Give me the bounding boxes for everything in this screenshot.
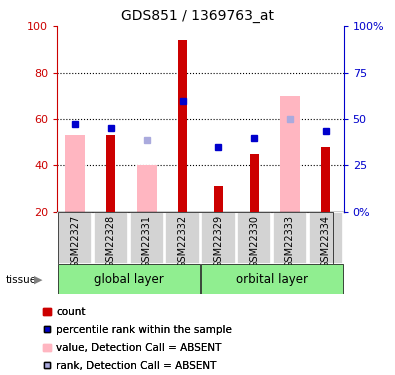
Bar (58, 212, 92, 264)
Bar (273, 212, 307, 264)
Bar (178, 40, 187, 212)
Bar (237, 212, 271, 264)
Bar (58, 264, 200, 294)
Text: GSM22328: GSM22328 (106, 214, 116, 268)
Text: tissue: tissue (6, 275, 37, 285)
Text: orbital layer: orbital layer (236, 273, 308, 286)
Text: GSM22332: GSM22332 (178, 214, 188, 268)
Bar (130, 212, 164, 264)
Text: GSM22330: GSM22330 (249, 214, 259, 267)
Text: GSM22334: GSM22334 (321, 214, 331, 267)
Bar (94, 212, 128, 264)
Text: GSM22329: GSM22329 (213, 214, 223, 268)
Bar (214, 186, 223, 212)
Text: GSM22333: GSM22333 (285, 214, 295, 267)
Text: GSM22327: GSM22327 (70, 214, 80, 268)
Bar (107, 135, 115, 212)
Legend: rank, Detection Call = ABSENT: rank, Detection Call = ABSENT (43, 361, 216, 371)
Legend: count: count (43, 307, 86, 317)
Bar (280, 96, 300, 212)
Bar (201, 264, 343, 294)
Text: global layer: global layer (94, 273, 164, 286)
Bar (137, 165, 156, 212)
Legend: value, Detection Call = ABSENT: value, Detection Call = ABSENT (43, 343, 222, 353)
Bar (321, 147, 330, 212)
Text: ▶: ▶ (34, 275, 43, 285)
Bar (201, 212, 235, 264)
Bar (65, 135, 85, 212)
Bar (166, 212, 200, 264)
Text: GSM22331: GSM22331 (142, 214, 152, 267)
Bar (308, 212, 343, 264)
Legend: percentile rank within the sample: percentile rank within the sample (43, 325, 232, 335)
Text: GDS851 / 1369763_at: GDS851 / 1369763_at (121, 9, 274, 23)
Bar (250, 154, 259, 212)
